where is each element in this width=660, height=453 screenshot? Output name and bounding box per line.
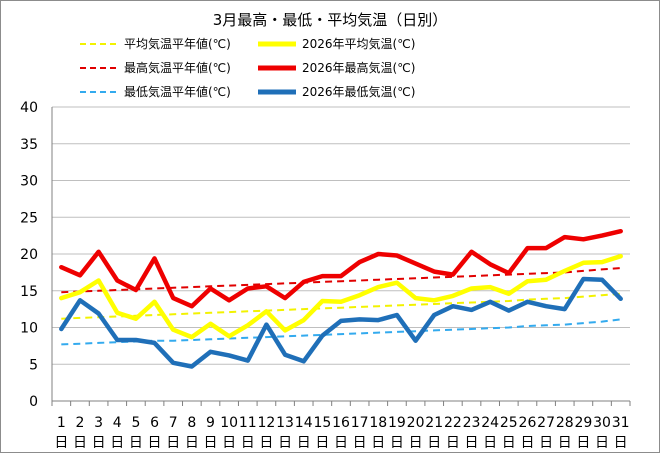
x-tick-label-day-suffix: 日 [148,435,162,451]
x-tick-label-day-suffix: 日 [278,435,292,451]
x-tick-label-day-suffix: 日 [465,435,479,451]
x-tick-label-day-suffix: 日 [129,435,143,451]
x-tick-label-day-suffix: 日 [595,435,609,451]
x-tick-label-day-suffix: 日 [166,435,180,451]
legend: 平均気温平年値(℃) 2026年平均気温(℃) 最高気温平年値(℃) 2026年最高気… [80,36,415,99]
x-tick-label-day-suffix: 日 [334,435,348,451]
chart-title: 3月最高・最低・平均気温（日別） [213,11,448,29]
x-tick-label: 6 [150,415,159,431]
x-tick-label: 31 [612,415,630,431]
x-tick-label: 16 [332,415,350,431]
x-axis-ticks: 1日2日3日4日5日6日7日8日9日10日11日12日13日14日15日16日1… [51,401,631,451]
legend-label-2: 2026年平均気温(℃) [302,36,415,51]
x-tick-label: 17 [351,415,369,431]
legend-label-6: 2026年最低気温(℃) [302,84,415,99]
gridlines [52,106,630,365]
x-tick-label-day-suffix: 日 [54,435,68,451]
x-tick-label: 28 [556,415,574,431]
x-tick-label: 23 [463,415,481,431]
x-tick-label-day-suffix: 日 [185,435,199,451]
x-tick-label: 13 [276,415,294,431]
x-tick-label-day-suffix: 日 [73,435,87,451]
y-tick-label: 15 [20,284,38,300]
x-tick-label: 27 [537,415,555,431]
legend-label-5: 最低気温平年値(℃) [124,84,231,99]
x-tick-label-day-suffix: 日 [203,435,217,451]
x-tick-label: 10 [220,415,238,431]
x-tick-label: 19 [388,415,406,431]
x-tick-label-day-suffix: 日 [576,435,590,451]
x-tick-label-day-suffix: 日 [371,435,385,451]
series-line-4 [59,228,623,309]
x-tick-label-day-suffix: 日 [409,435,423,451]
x-tick-label: 26 [519,415,537,431]
y-tick-label: 10 [20,321,38,337]
x-tick-label: 21 [425,415,443,431]
x-tick-label-day-suffix: 日 [520,435,534,451]
y-tick-label: 25 [20,210,38,226]
y-axis-ticks: 0 5 10 15 20 25 30 35 40 [20,100,38,410]
y-tick-label: 30 [20,174,38,190]
x-tick-label: 8 [187,415,196,431]
x-tick-label: 3 [94,415,103,431]
x-tick-label-day-suffix: 日 [502,435,516,451]
x-tick-label: 22 [444,415,462,431]
x-tick-label-day-suffix: 日 [110,435,124,451]
x-tick-label-day-suffix: 日 [614,435,628,451]
x-tick-label-day-suffix: 日 [539,435,553,451]
x-tick-label-day-suffix: 日 [222,435,236,451]
x-tick-label-day-suffix: 日 [297,435,311,451]
y-tick-label: 0 [29,394,38,410]
x-tick-label-day-suffix: 日 [353,435,367,451]
x-tick-label: 20 [407,415,425,431]
series-line-5 [61,318,621,346]
x-tick-label: 9 [206,415,215,431]
legend-label-1: 平均気温平年値(℃) [124,36,231,51]
series-line-2 [59,253,623,340]
x-tick-label: 11 [239,415,257,431]
x-tick-label-day-suffix: 日 [241,435,255,451]
x-tick-label-day-suffix: 日 [259,435,273,451]
x-tick-label: 1 [57,415,66,431]
legend-label-4: 2026年最高気温(℃) [302,60,415,75]
x-tick-label: 7 [169,415,178,431]
x-tick-label-day-suffix: 日 [92,435,106,451]
x-tick-label-day-suffix: 日 [446,435,460,451]
y-tick-label: 40 [20,100,38,116]
x-tick-label: 25 [500,415,518,431]
x-tick-label: 2 [76,415,85,431]
series-layer [59,228,623,369]
x-tick-label: 24 [481,415,499,431]
y-tick-label: 5 [29,357,38,373]
legend-label-3: 最高気温平年値(℃) [124,60,231,75]
x-tick-label-day-suffix: 日 [315,435,329,451]
series-line-1 [61,292,621,320]
x-tick-label: 18 [369,415,387,431]
x-tick-label-day-suffix: 日 [483,435,497,451]
series-line-6 [59,276,623,369]
x-tick-label: 4 [113,415,122,431]
x-tick-label: 14 [295,415,313,431]
x-tick-label-day-suffix: 日 [427,435,441,451]
x-tick-label: 5 [131,415,140,431]
x-tick-label-day-suffix: 日 [558,435,572,451]
axes [51,107,630,402]
series-line-3 [61,267,621,294]
x-tick-label: 12 [258,415,276,431]
y-tick-label: 20 [20,247,38,263]
y-tick-label: 35 [20,137,38,153]
x-tick-label: 30 [593,415,611,431]
x-tick-label-day-suffix: 日 [390,435,404,451]
x-tick-label: 29 [574,415,592,431]
x-tick-label: 15 [313,415,331,431]
